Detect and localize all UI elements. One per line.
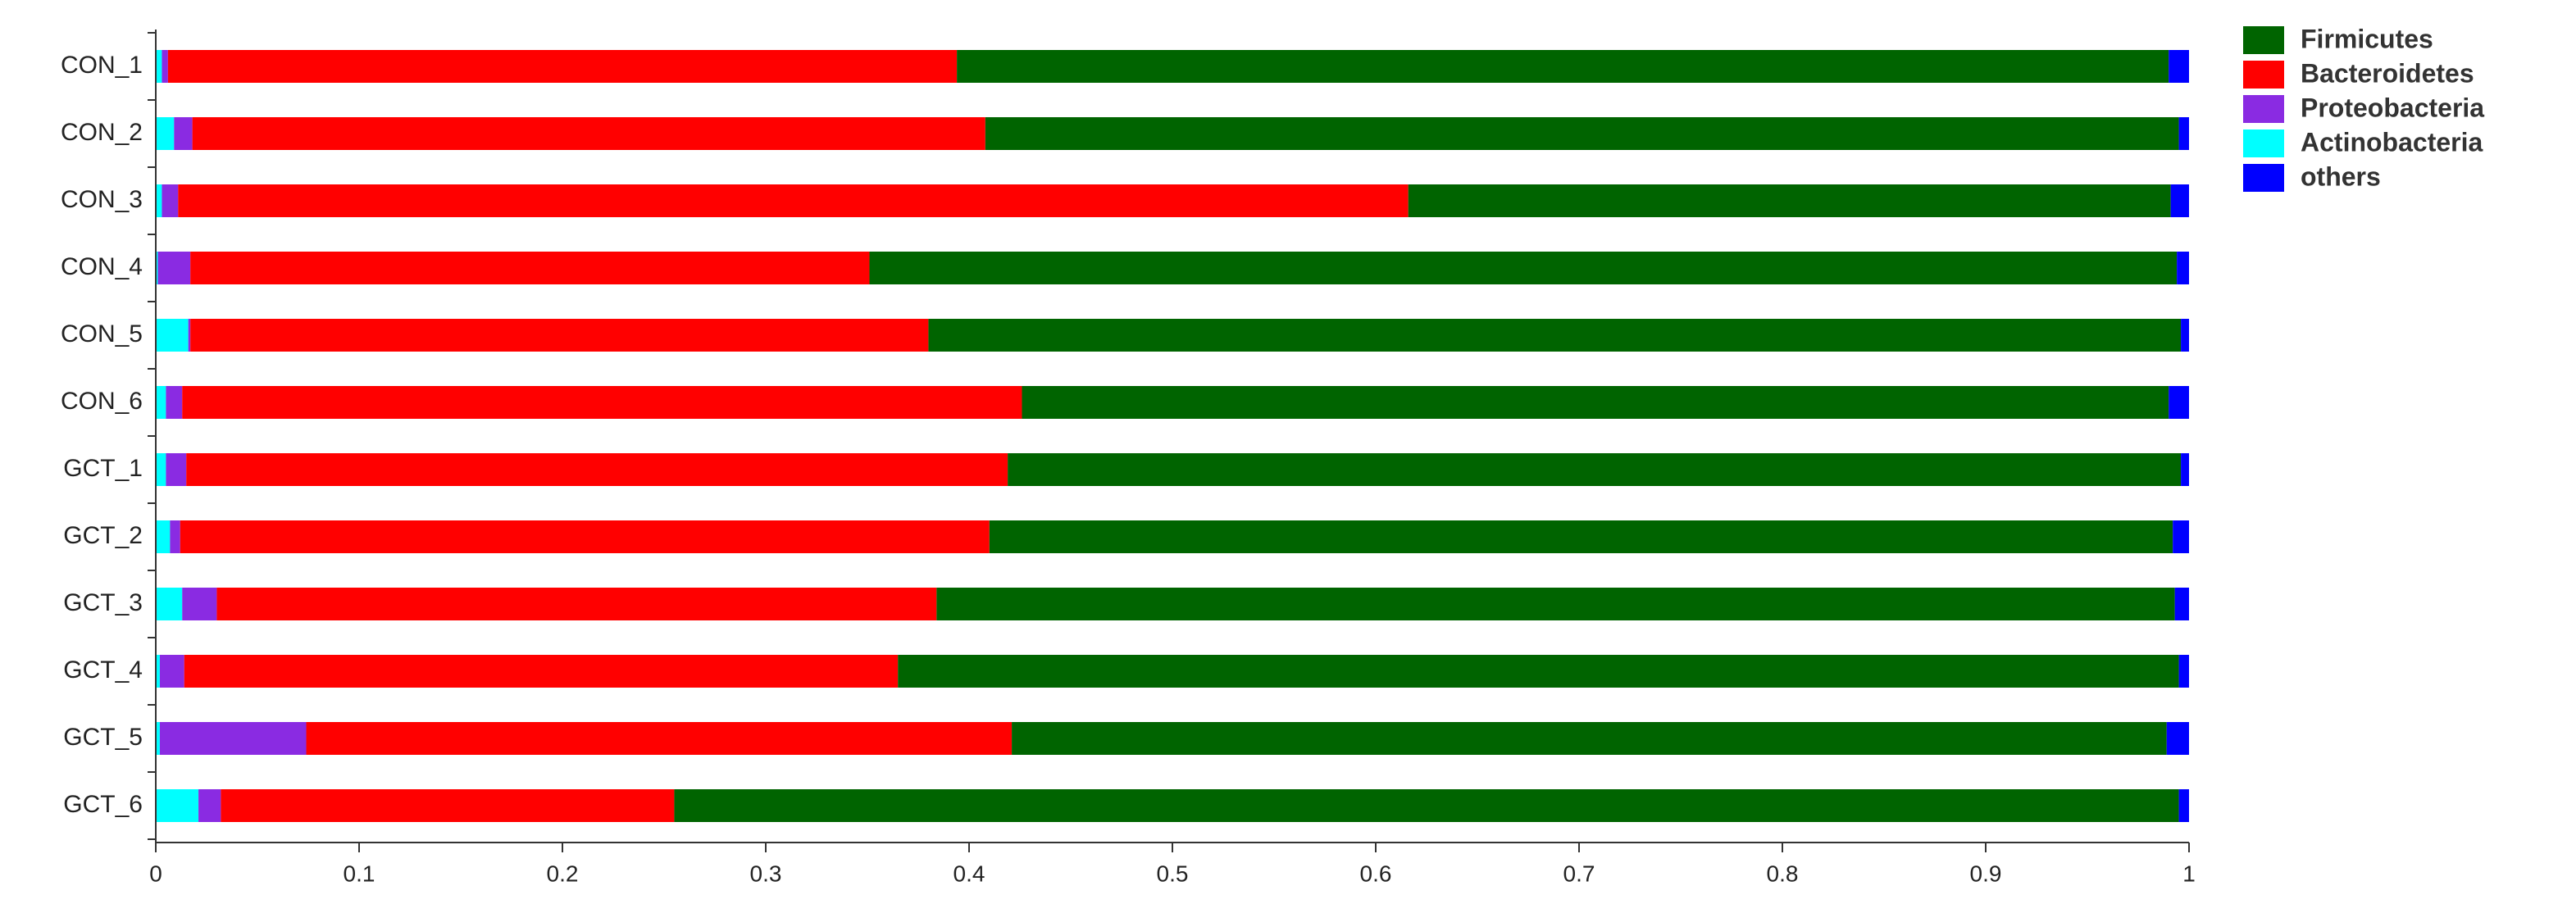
bar-segment (178, 184, 1409, 217)
bar-segment (156, 655, 160, 688)
bar-segment (156, 520, 171, 553)
bar-segment (928, 319, 2182, 352)
bar-segment (936, 588, 2175, 620)
y-tick-label: GCT_5 (63, 724, 143, 751)
legend-swatch (2243, 164, 2284, 192)
legend-swatch (2243, 26, 2284, 54)
bar-segment (1012, 722, 2167, 755)
legend-label: Actinobacteria (2301, 127, 2483, 157)
bar-segment (869, 252, 2178, 284)
x-tick-label: 0.7 (1563, 861, 1595, 886)
x-tick-label: 0.1 (344, 861, 375, 886)
bar-segment (2170, 184, 2189, 217)
bar-segment (190, 252, 870, 284)
bar-segment (2166, 722, 2189, 755)
y-tick-label: GCT_1 (63, 455, 143, 482)
bar-segment (156, 50, 162, 83)
bar-segment (898, 655, 2179, 688)
y-tick-label: GCT_6 (63, 791, 143, 818)
bar-segment (192, 117, 985, 150)
bar-segment (166, 453, 187, 486)
legend-swatch (2243, 61, 2284, 89)
x-tick-label: 0.9 (1970, 861, 2002, 886)
bar-segment (190, 319, 929, 352)
bar-segment (157, 252, 191, 284)
bar-segment (989, 520, 2173, 553)
bar-segment (170, 520, 180, 553)
x-tick-label: 0.6 (1360, 861, 1392, 886)
bar-segment (306, 722, 1013, 755)
bar-segment (186, 453, 1008, 486)
x-tick-label: 0 (149, 861, 162, 886)
y-tick-label: GCT_3 (63, 589, 143, 616)
y-tick-label: GCT_4 (63, 656, 143, 684)
y-tick-label: CON_5 (61, 320, 143, 347)
bar-segment (985, 117, 2179, 150)
bar-segment (156, 722, 160, 755)
bar-segment (188, 319, 191, 352)
legend-label: Bacteroidetes (2301, 58, 2474, 88)
bar-segment (184, 655, 899, 688)
bar-segment (674, 789, 2179, 822)
y-tick-label: GCT_2 (63, 522, 143, 549)
bar-segment (1008, 453, 2182, 486)
bar-segment (182, 386, 1022, 419)
bar-segment (1408, 184, 2171, 217)
bar-segment (2178, 117, 2189, 150)
y-tick-label: CON_2 (61, 119, 143, 146)
y-tick-label: CON_1 (61, 52, 143, 79)
bar-segment (156, 453, 166, 486)
bar-segment (156, 319, 189, 352)
bar-segment (216, 588, 937, 620)
bar-segment (156, 789, 199, 822)
y-tick-label: CON_3 (61, 186, 143, 213)
bar-segment (2178, 655, 2189, 688)
bar-segment (2169, 386, 2189, 419)
x-tick-label: 0.3 (750, 861, 782, 886)
bar-segment (156, 588, 183, 620)
bar-segment (957, 50, 2169, 83)
bar-segment (166, 386, 183, 419)
x-tick-label: 0.4 (953, 861, 985, 886)
bar-segment (180, 520, 990, 553)
y-tick-label: CON_4 (61, 253, 143, 280)
legend-swatch (2243, 129, 2284, 157)
bar-segment (2177, 252, 2189, 284)
x-tick-label: 0.8 (1767, 861, 1799, 886)
x-tick-label: 0.5 (1157, 861, 1189, 886)
legend-label: others (2301, 161, 2381, 191)
bar-segment (156, 386, 166, 419)
x-tick-label: 0.2 (547, 861, 579, 886)
legend-label: Firmicutes (2301, 24, 2433, 53)
bar-segment (162, 184, 179, 217)
bar-segment (2173, 520, 2189, 553)
bar-segment (182, 588, 217, 620)
y-tick-label: CON_6 (61, 388, 143, 415)
bar-segment (221, 789, 675, 822)
bar-segment (159, 655, 184, 688)
bar-segment (174, 117, 193, 150)
bar-segment (167, 50, 958, 83)
x-tick-label: 1 (2182, 861, 2196, 886)
bar-segment (198, 789, 221, 822)
bar-segment (159, 722, 307, 755)
bar-segment (156, 184, 162, 217)
bar-segment (2181, 319, 2189, 352)
bar-segment (2178, 789, 2189, 822)
bar-segment (156, 252, 158, 284)
bar-segment (2181, 453, 2189, 486)
legend-swatch (2243, 95, 2284, 123)
bar-segment (156, 117, 175, 150)
bar-segment (1022, 386, 2169, 419)
bar-segment (2174, 588, 2189, 620)
legend-label: Proteobacteria (2301, 93, 2484, 122)
bar-segment (2169, 50, 2189, 83)
bar-segment (162, 50, 168, 83)
